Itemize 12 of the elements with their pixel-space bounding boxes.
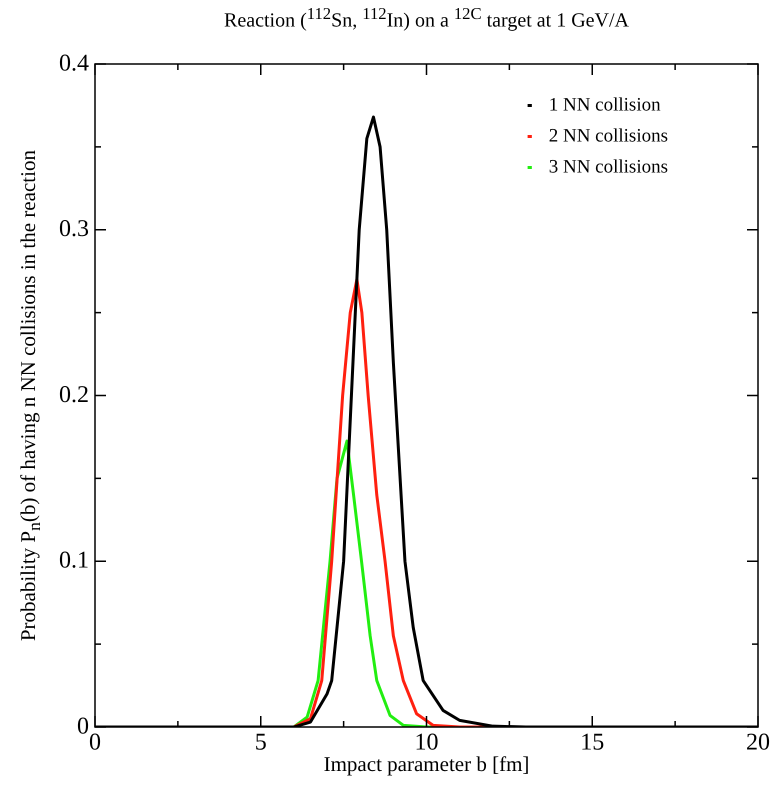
y-tick-label: 0.4 [59, 50, 89, 76]
legend-label: 1 NN collision [548, 94, 662, 116]
x-tick-label: 5 [254, 730, 267, 756]
y-tick-label: 0 [77, 713, 89, 740]
legend-label: 3 NN collisions [548, 156, 668, 178]
x-tick-label: 20 [746, 730, 770, 756]
x-tick-label: 15 [580, 730, 604, 756]
y-tick-label: 0.2 [59, 382, 89, 408]
y-tick-label: 0.1 [59, 548, 89, 574]
legend-label: 2 NN collisions [548, 125, 668, 146]
y-tick-label: 0.3 [59, 216, 89, 242]
chart-title: Reaction ($^{112}$Sn, $^{112}$In) on a $^{12C}$ target at 1 GeV/A [223, 4, 630, 33]
